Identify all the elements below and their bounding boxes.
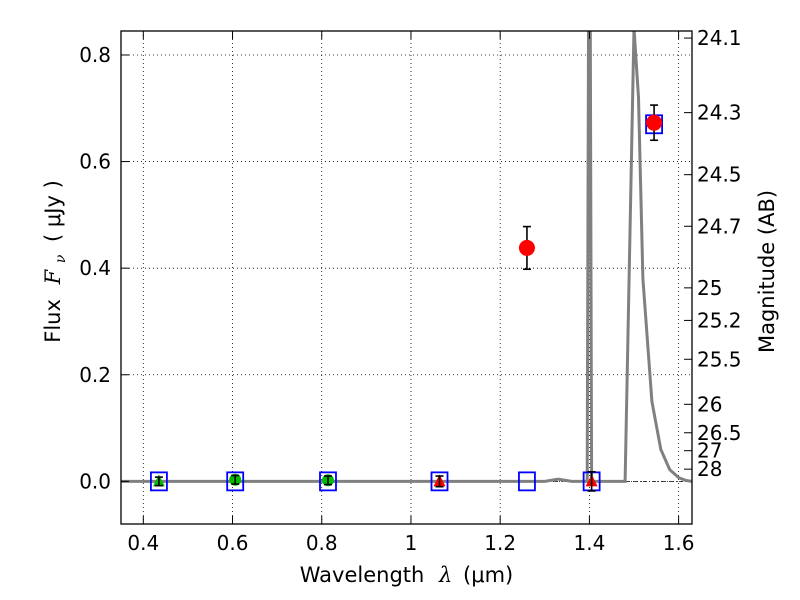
- tick-labels: 0.4 0.6 0.8 1 1.2 1.4 1.6 0.0 0.2 0.4 0.6 0.8 24.1 24…: [79, 26, 741, 555]
- magnitude-tick-label: 24.5: [697, 163, 742, 187]
- axis-ticks: [121, 31, 692, 524]
- y-tick-label: 0.8: [79, 43, 111, 67]
- detection-point-marker: [646, 114, 663, 131]
- magnitude-tick-label: 26: [697, 392, 722, 416]
- y-tick-label: 0.0: [79, 469, 111, 493]
- x-tick-label: 0.8: [306, 531, 338, 555]
- magnitude-tick-label: 25: [697, 276, 722, 300]
- magnitude-tick-label: 24.1: [697, 26, 742, 50]
- magnitude-axis-label: Magnitude (AB): [755, 190, 779, 353]
- data-points-layer: [150, 104, 663, 492]
- magnitude-tick-label: 25.2: [697, 308, 742, 332]
- x-tick-label: 0.4: [127, 531, 159, 555]
- x-tick-label: 0.6: [217, 531, 249, 555]
- magnitude-tick-label: 24.3: [697, 101, 742, 125]
- magnitude-tick-label: 27: [697, 439, 722, 463]
- model-box-marker: [226, 471, 245, 492]
- model-box-marker: [430, 471, 449, 492]
- y-tick-label: 0.4: [79, 256, 111, 280]
- detection-point-marker: [518, 239, 535, 256]
- x-tick-label: 1.2: [484, 531, 516, 555]
- grid-lines: [121, 31, 692, 524]
- magnitude-tick-label: 26.5: [697, 421, 742, 445]
- y-axis-label: Flux F ν ( μJy ): [41, 180, 70, 343]
- x-tick-label: 1.6: [663, 531, 695, 555]
- model-box-marker: [150, 471, 168, 492]
- y-tick-label: 0.6: [79, 150, 111, 174]
- magnitude-tick-label: 28: [697, 457, 722, 481]
- model-box-marker: [518, 471, 536, 492]
- magnitude-tick-label: 25.5: [697, 347, 742, 371]
- x-tick-label: 1.4: [573, 531, 605, 555]
- model-box-marker: [319, 471, 337, 492]
- x-tick-label: 1: [405, 531, 418, 555]
- x-axis-label: Wavelength λ (μm): [300, 563, 513, 587]
- plot-frame: [120, 30, 693, 525]
- magnitude-tick-label: 24.7: [697, 214, 742, 238]
- sed-curve: [121, 31, 692, 483]
- y-tick-label: 0.2: [79, 363, 111, 387]
- sed-curve-layer: [121, 31, 692, 483]
